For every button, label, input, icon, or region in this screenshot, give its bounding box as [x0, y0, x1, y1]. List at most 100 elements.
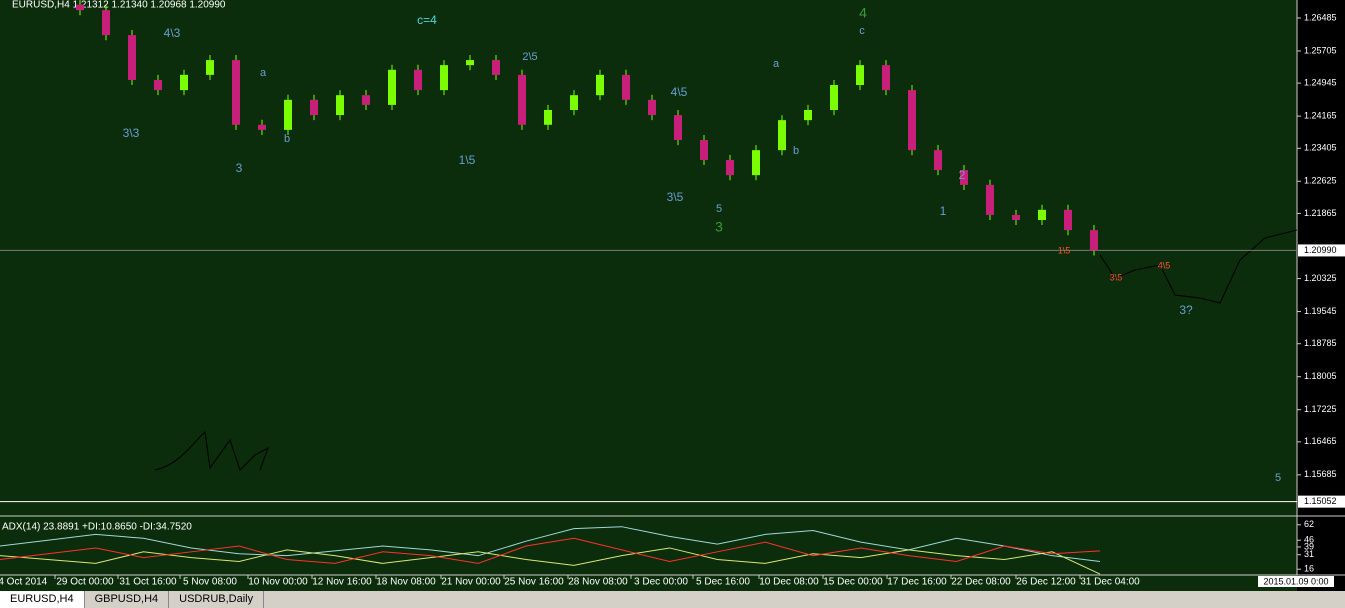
- y-tick-label: 1.17225: [1304, 404, 1337, 414]
- candle-body: [310, 99, 318, 116]
- x-tick-label: 3 Dec 00:00: [634, 577, 688, 588]
- candle-body: [362, 95, 370, 105]
- y-tick-label: 1.15685: [1304, 469, 1337, 479]
- candle-body: [856, 65, 864, 86]
- wave-label: 1\5: [1058, 245, 1071, 255]
- y-tick-label: 1.22625: [1304, 176, 1337, 186]
- cursor-time-box: [1258, 576, 1334, 587]
- x-tick-label: 31 Dec 04:00: [1080, 577, 1140, 588]
- y-tick-label: 1.20325: [1304, 273, 1337, 283]
- x-tick-label: 26 Dec 12:00: [1016, 577, 1076, 588]
- candle-body: [284, 99, 292, 130]
- y-tick-label: 1.19545: [1304, 306, 1337, 316]
- axis-background: [1297, 0, 1345, 591]
- x-tick-label: 17 Dec 16:00: [887, 577, 947, 588]
- candle-body: [830, 85, 838, 110]
- low-marker-box: [1298, 495, 1345, 508]
- wave-label: 5: [1275, 472, 1281, 484]
- wave-label: 5: [716, 203, 722, 215]
- y-tick-label: 1.16465: [1304, 436, 1337, 446]
- wave-label: 3: [715, 219, 723, 235]
- chart-header: EURUSD,H4 1.21312 1.21340 1.20968 1.2099…: [12, 0, 226, 11]
- y-tick-label: 1.24945: [1304, 78, 1337, 88]
- candle-body: [154, 79, 162, 91]
- candle-body: [1038, 209, 1046, 220]
- candle-body: [414, 69, 422, 91]
- candle-body: [960, 170, 968, 185]
- x-tick-label: 25 Nov 16:00: [504, 577, 564, 588]
- wave-label: 1: [940, 204, 947, 218]
- candle-body: [544, 109, 552, 125]
- tab[interactable]: EURUSD,H4: [0, 591, 85, 608]
- candle-body: [882, 65, 890, 91]
- tab[interactable]: USDRUB,Daily: [169, 591, 265, 608]
- y-tick-label: 16: [1304, 564, 1314, 574]
- candle-body: [128, 35, 136, 80]
- wave-label: 4\3: [164, 26, 181, 40]
- wave-label: 3?: [1179, 303, 1193, 317]
- candle-body: [1012, 214, 1020, 220]
- tab-bar: EURUSD,H4 GBPUSD,H4 USDRUB,Daily: [0, 591, 1345, 608]
- y-tick-label: 31: [1304, 549, 1314, 559]
- indicator-line: [0, 547, 1101, 575]
- wave-label: 3\5: [1110, 272, 1123, 282]
- candle-body: [440, 65, 448, 91]
- candle-body: [986, 184, 994, 215]
- wave-label: b: [793, 145, 799, 157]
- candle-body: [336, 95, 344, 116]
- current-price-box: [1298, 244, 1345, 257]
- x-tick-label: 15 Dec 00:00: [823, 577, 883, 588]
- candle-body: [232, 60, 240, 125]
- forecast-line: [1099, 229, 1298, 304]
- x-tick-label: 21 Nov 00:00: [441, 577, 501, 588]
- chart: EURUSD,H4 1.21312 1.21340 1.20968 1.2099…: [0, 0, 1345, 591]
- wave-label: b: [284, 133, 290, 145]
- y-tick-label: 39: [1304, 541, 1314, 551]
- candle-body: [700, 140, 708, 160]
- x-tick-label: 5 Nov 08:00: [183, 577, 237, 588]
- candle-body: [1090, 230, 1098, 251]
- candle-body: [1064, 209, 1072, 231]
- candle-body: [388, 69, 396, 105]
- candle-body: [466, 60, 474, 66]
- wave-label: 2: [959, 168, 966, 182]
- candle-body: [518, 74, 526, 125]
- candle-body: [596, 74, 604, 96]
- cursor-time: 2015.01.09 0:00: [1263, 576, 1328, 586]
- x-tick-label: 31 Oct 16:00: [119, 577, 177, 588]
- x-tick-label: 29 Oct 00:00: [56, 577, 114, 588]
- candle-body: [934, 150, 942, 171]
- candle-body: [674, 115, 682, 141]
- indicator-line: [0, 526, 1101, 562]
- y-tick-label: 62: [1304, 519, 1314, 529]
- wave-label: 4: [859, 5, 867, 21]
- y-tick-label: 1.23405: [1304, 143, 1337, 153]
- candle-body: [258, 124, 266, 130]
- signature: [154, 431, 269, 471]
- indicator-line: [0, 537, 1101, 564]
- y-tick-label: 1.24165: [1304, 110, 1337, 120]
- x-tick-label: 12 Nov 16:00: [312, 577, 372, 588]
- y-tick-label: 1.21865: [1304, 208, 1337, 218]
- x-tick-label: 24 Oct 2014: [0, 577, 48, 588]
- x-tick-label: 22 Dec 08:00: [951, 577, 1011, 588]
- plot-background: [0, 0, 1297, 591]
- candle-body: [752, 150, 760, 176]
- wave-label: 3\3: [123, 126, 140, 140]
- low-marker-label: 1.15052: [1304, 496, 1337, 506]
- wave-label: 4\5: [1158, 260, 1171, 270]
- y-tick-label: 1.18005: [1304, 371, 1337, 381]
- candle-body: [180, 74, 188, 91]
- y-tick-label: 1.26485: [1304, 12, 1337, 22]
- x-tick-label: 18 Nov 08:00: [376, 577, 436, 588]
- tab[interactable]: GBPUSD,H4: [85, 591, 170, 608]
- wave-label: 3: [236, 161, 243, 175]
- y-tick-label: 46: [1304, 535, 1314, 545]
- wave-label: a: [260, 67, 267, 79]
- wave-label: c: [859, 25, 865, 37]
- wave-label: a: [773, 58, 780, 70]
- candle-body: [726, 159, 734, 176]
- y-tick-label: 1.25705: [1304, 45, 1337, 55]
- wave-label: 2\5: [522, 51, 537, 63]
- candle-body: [622, 74, 630, 100]
